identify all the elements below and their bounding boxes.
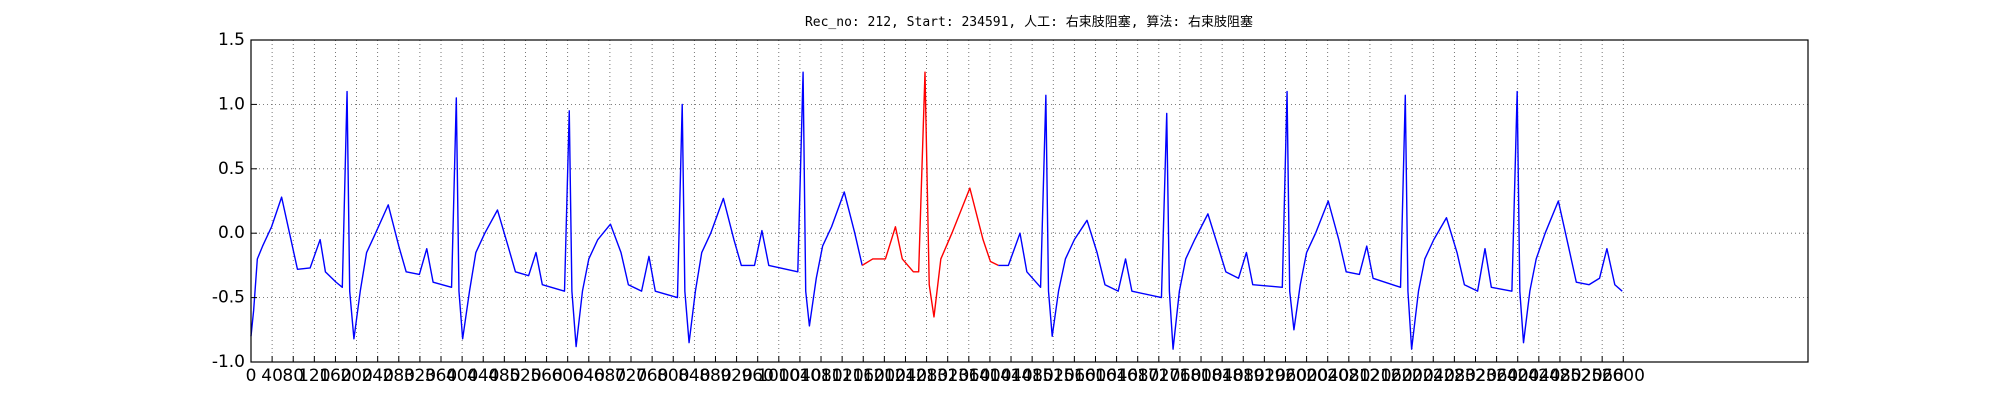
x-tick-label: 2240 bbox=[1412, 366, 1455, 386]
x-tick-label: 200 bbox=[340, 366, 372, 386]
x-tick-label: 2040 bbox=[1306, 366, 1349, 386]
x-tick-label: 1520 bbox=[1032, 366, 1075, 386]
x-tick-label: 640 bbox=[573, 366, 605, 386]
x-tick-label: 1920 bbox=[1243, 366, 1286, 386]
x-tick-label: 1360 bbox=[947, 366, 990, 386]
x-tick-label: 960 bbox=[741, 366, 773, 386]
x-tick-label: 1480 bbox=[1011, 366, 1054, 386]
x-tick-label: 400 bbox=[446, 366, 478, 386]
x-tick-label: 2480 bbox=[1538, 366, 1581, 386]
x-tick-label: 1880 bbox=[1222, 366, 1265, 386]
x-tick-label: 440 bbox=[467, 366, 499, 386]
x-tick-label: 800 bbox=[657, 366, 689, 386]
x-tick-label: 2360 bbox=[1475, 366, 1518, 386]
x-tick-label: 2280 bbox=[1433, 366, 1476, 386]
x-tick-label: 1720 bbox=[1137, 366, 1180, 386]
y-tick-label: 0.5 bbox=[218, 159, 245, 179]
x-tick-label: 120 bbox=[298, 366, 330, 386]
x-tick-label: 1960 bbox=[1264, 366, 1307, 386]
x-tick-label: 2160 bbox=[1369, 366, 1412, 386]
x-tick-label: 1000 bbox=[757, 366, 800, 386]
x-tick-label: 1800 bbox=[1179, 366, 1222, 386]
x-tick-label: 360 bbox=[425, 366, 457, 386]
x-tick-label: 1440 bbox=[989, 366, 1032, 386]
x-tick-label: 1640 bbox=[1095, 366, 1138, 386]
x-tick-label: 320 bbox=[404, 366, 436, 386]
x-tick-label: 280 bbox=[383, 366, 415, 386]
x-tick-label: 1320 bbox=[926, 366, 969, 386]
x-tick-label: 80 bbox=[282, 366, 304, 386]
x-tick-label: 2320 bbox=[1454, 366, 1497, 386]
x-tick-label: 600 bbox=[551, 366, 583, 386]
x-tick-label: 840 bbox=[678, 366, 710, 386]
x-tick-label: 480 bbox=[488, 366, 520, 386]
axes-frame bbox=[250, 39, 1809, 363]
y-tick-label: 0.0 bbox=[218, 223, 245, 243]
x-tick-label: 880 bbox=[699, 366, 731, 386]
x-tick-label: 2520 bbox=[1559, 366, 1602, 386]
x-tick-label: 2560 bbox=[1581, 366, 1624, 386]
x-tick-label: 2080 bbox=[1327, 366, 1370, 386]
x-tick-label: 760 bbox=[636, 366, 668, 386]
x-tick-label: 1760 bbox=[1158, 366, 1201, 386]
x-tick-label: 1400 bbox=[968, 366, 1011, 386]
grid bbox=[250, 39, 1808, 363]
x-tick-label: 720 bbox=[615, 366, 647, 386]
x-tick-label: 40 bbox=[261, 366, 283, 386]
x-tick-label: 1080 bbox=[799, 366, 842, 386]
x-tick-label: 1840 bbox=[1201, 366, 1244, 386]
x-tick-label: 160 bbox=[319, 366, 351, 386]
x-tick-label: 560 bbox=[530, 366, 562, 386]
chart-title: Rec_no: 212, Start: 234591, 人工: 右束肢阻塞, 算… bbox=[805, 14, 1253, 30]
x-tick-label: 2400 bbox=[1496, 366, 1539, 386]
x-tick-label: 1040 bbox=[778, 366, 821, 386]
x-tick-label: 680 bbox=[594, 366, 626, 386]
x-tick-label: 1200 bbox=[863, 366, 906, 386]
x-tick-label: 2600 bbox=[1602, 366, 1645, 386]
x-tick-label: 520 bbox=[509, 366, 541, 386]
x-tick-label: 1120 bbox=[820, 366, 863, 386]
x-tick-label: 0 bbox=[246, 366, 257, 386]
x-tick-label: 1600 bbox=[1074, 366, 1117, 386]
x-tick-label: 2120 bbox=[1348, 366, 1391, 386]
y-tick-label: 1.5 bbox=[218, 30, 245, 50]
x-tick-label: 2200 bbox=[1391, 366, 1434, 386]
plot-area bbox=[250, 71, 1623, 350]
x-tick-label: 920 bbox=[720, 366, 752, 386]
x-tick-label: 2440 bbox=[1517, 366, 1560, 386]
x-tick-label: 1680 bbox=[1116, 366, 1159, 386]
x-tick-label: 240 bbox=[361, 366, 393, 386]
ecg-line bbox=[250, 71, 863, 348]
x-tick-label: 2000 bbox=[1285, 366, 1328, 386]
y-tick-label: 1.0 bbox=[218, 94, 245, 114]
ecg-line bbox=[998, 90, 1623, 350]
x-tick-label: 1240 bbox=[884, 366, 927, 386]
x-tick-label: 1280 bbox=[905, 366, 948, 386]
y-tick-label: -1.0 bbox=[212, 352, 245, 372]
y-tick-label: -0.5 bbox=[212, 288, 245, 308]
ecg-line bbox=[861, 71, 999, 318]
x-tick-label: 1160 bbox=[842, 366, 885, 386]
x-tick-label: 1560 bbox=[1053, 366, 1096, 386]
